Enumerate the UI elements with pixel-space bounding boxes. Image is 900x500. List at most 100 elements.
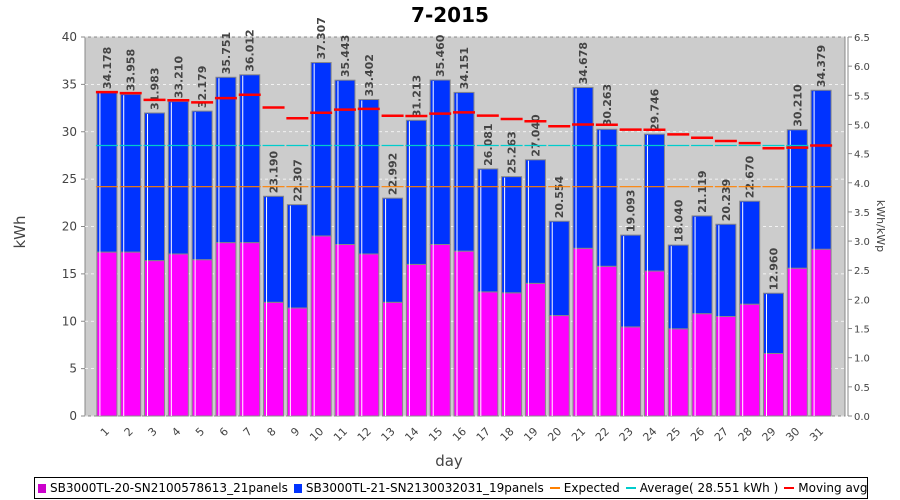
legend-swatch-series-2 [293, 483, 302, 493]
bar-series-2 [548, 220, 570, 317]
y2-tick-label: 4.0 [854, 179, 870, 190]
bar-series-2 [429, 79, 451, 246]
bar-data-label: 35.460 [434, 34, 447, 77]
bar-series-2 [191, 110, 213, 261]
x-tick-label: 2 [122, 425, 136, 439]
bar-series-2 [453, 91, 475, 252]
y-axis-label: kWh [11, 215, 29, 248]
x-tick-label: 23 [617, 425, 636, 444]
y-tick-label: 15 [62, 267, 77, 281]
x-tick-label: 31 [807, 425, 826, 444]
bar-series-2 [739, 200, 761, 305]
x-tick-label: 28 [736, 425, 755, 444]
x-tick-label: 20 [545, 425, 564, 444]
x-axis-label: day [435, 452, 463, 470]
bar-data-label: 31.983 [149, 68, 162, 110]
x-tick-label: 12 [355, 425, 374, 444]
bar-data-label: 29.746 [648, 88, 661, 131]
bar-series-2 [239, 74, 261, 244]
bar-series-2 [382, 197, 404, 303]
y2-tick-label: 1.0 [854, 354, 870, 365]
x-tick-label: 18 [498, 425, 517, 444]
bar-data-label: 12.960 [767, 247, 780, 290]
bar-data-label: 32.179 [196, 66, 209, 108]
x-tick-label: 19 [521, 425, 540, 444]
bar-series-2 [477, 168, 499, 293]
x-tick-label: 4 [169, 425, 183, 439]
legend-swatch-series-1 [38, 483, 46, 493]
bar-series-2 [715, 223, 737, 318]
bar-data-label: 23.190 [268, 150, 281, 193]
bar-data-label: 25.263 [506, 131, 519, 173]
x-tick-label: 30 [783, 425, 802, 444]
y-tick-label: 20 [62, 220, 77, 234]
legend-swatch-average [625, 487, 636, 489]
legend-item-moving-avg: Moving avg. per day. [784, 481, 868, 495]
x-tick-label: 21 [569, 425, 588, 444]
x-tick-label: 14 [402, 425, 421, 444]
y2-axis-label: kWh/kWp [874, 200, 887, 252]
legend-label-series-2: SB3000TL-21-SN2130032031_19panels [305, 481, 544, 495]
bar-data-label: 35.443 [339, 35, 352, 77]
legend-label-moving-avg: Moving avg. per day. [798, 481, 868, 495]
x-tick-label: 29 [760, 425, 779, 444]
y2-tick-label: 5.5 [854, 91, 870, 102]
bar-series-2 [691, 215, 713, 315]
bar-data-label: 30.210 [791, 84, 804, 127]
bar-series-2 [263, 195, 285, 303]
x-tick-label: 13 [379, 425, 398, 444]
legend: SB3000TL-20-SN2100578613_21panels SB3000… [34, 477, 868, 499]
y2-tick-label: 6.5 [854, 33, 870, 44]
x-tick-label: 24 [640, 425, 659, 444]
x-tick-label: 5 [193, 425, 207, 439]
y-tick-label: 0 [69, 409, 77, 423]
legend-label-average: Average( 28.551 kWh ) [639, 481, 779, 495]
bar-series-2 [643, 133, 665, 272]
x-tick-label: 27 [712, 425, 731, 444]
bar-series-2 [596, 128, 618, 267]
bar-data-label: 35.751 [220, 32, 233, 74]
bar-data-label: 34.151 [458, 47, 471, 89]
bar-series-2 [501, 176, 523, 294]
bar-data-label: 33.958 [125, 49, 138, 91]
bar-series-2 [405, 119, 427, 265]
bar-data-label: 33.210 [172, 56, 185, 99]
bar-series-2 [786, 129, 808, 269]
x-tick-label: 15 [426, 425, 445, 444]
y2-tick-label: 4.5 [854, 150, 870, 161]
legend-label-series-1: SB3000TL-20-SN2100578613_21panels [50, 481, 288, 495]
legend-swatch-moving-avg [784, 487, 795, 489]
bar-data-label: 37.307 [315, 17, 328, 59]
legend-item-average: Average( 28.551 kWh ) [625, 481, 779, 495]
bar-data-label: 20.554 [553, 175, 566, 218]
y-tick-label: 5 [69, 362, 77, 376]
x-tick-label: 11 [331, 425, 350, 444]
x-tick-label: 3 [145, 425, 159, 439]
bar-data-label: 31.213 [410, 75, 423, 117]
bar-series-2 [620, 234, 642, 328]
y2-tick-label: 5.0 [854, 120, 870, 131]
bar-data-label: 22.670 [744, 155, 757, 198]
bar-data-label: 20.239 [720, 179, 733, 221]
bar-data-label: 21.119 [696, 170, 709, 212]
bar-data-label: 19.093 [625, 190, 638, 232]
y2-tick-label: 6.0 [854, 62, 870, 73]
bar-data-label: 34.678 [577, 42, 590, 84]
y-tick-label: 30 [62, 125, 77, 139]
bar-data-label: 18.040 [672, 199, 685, 242]
x-tick-label: 22 [593, 425, 612, 444]
legend-item-expected: Expected [549, 481, 620, 495]
chart-title: 7-2015 [411, 3, 489, 27]
y2-tick-label: 2.0 [854, 295, 870, 306]
bar-data-label: 30.263 [601, 84, 614, 126]
x-tick-label: 26 [688, 425, 707, 444]
bar-data-label: 36.012 [244, 29, 257, 71]
y-tick-label: 10 [62, 314, 77, 328]
bar-series-2 [667, 244, 689, 330]
bar-data-label: 26.081 [482, 123, 495, 165]
bar-series-2 [215, 76, 237, 244]
x-tick-label: 8 [265, 425, 279, 439]
x-tick-label: 1 [98, 425, 112, 439]
y-tick-label: 40 [62, 30, 77, 44]
